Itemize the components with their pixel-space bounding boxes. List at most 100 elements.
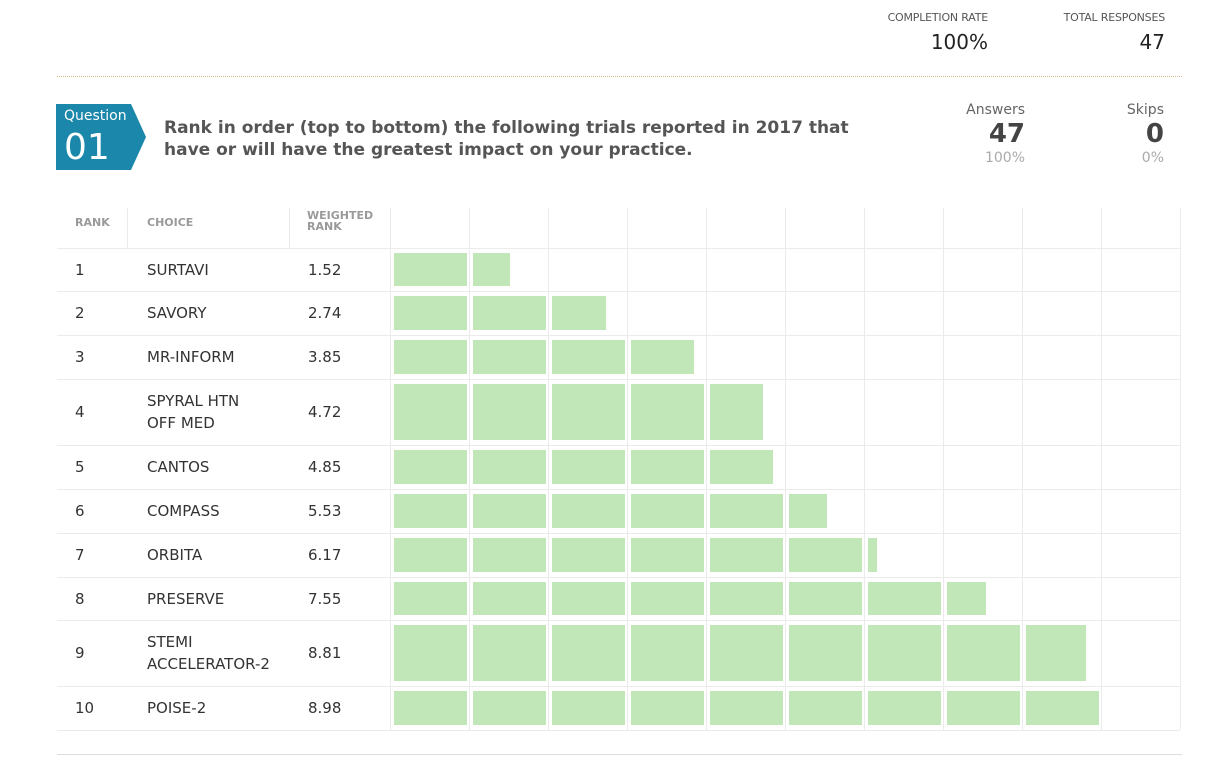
row-divider bbox=[57, 248, 1180, 249]
bar-segment bbox=[473, 253, 511, 286]
choice-cell: SAVORY bbox=[147, 291, 207, 335]
bar-segment bbox=[868, 691, 941, 725]
rank-cell: 9 bbox=[75, 644, 85, 662]
bar-segment bbox=[868, 625, 941, 681]
weighted-rank-cell: 7.55 bbox=[308, 589, 342, 608]
bar-segment bbox=[552, 691, 625, 725]
bar-segment bbox=[631, 340, 695, 374]
bar-segment bbox=[947, 625, 1020, 681]
choice-label: OFF MED bbox=[147, 414, 215, 432]
bar-segment bbox=[789, 691, 862, 725]
rank-cell: 2 bbox=[75, 304, 85, 322]
bar-segment bbox=[631, 691, 704, 725]
row-divider bbox=[57, 533, 1180, 534]
total-responses-value: 47 bbox=[1139, 30, 1165, 54]
choice-label: ORBITA bbox=[147, 546, 203, 564]
bar-segment bbox=[394, 253, 467, 286]
choice-cell: SPYRAL HTN OFF MED bbox=[147, 379, 239, 445]
bottom-divider bbox=[57, 754, 1182, 755]
row-divider bbox=[57, 335, 1180, 336]
bar-segment bbox=[473, 582, 546, 615]
question-badge-shape bbox=[56, 104, 146, 170]
weighted-rank-cell: 8.98 bbox=[308, 699, 342, 717]
bar-segment bbox=[552, 538, 625, 572]
rank-cell: 8 bbox=[75, 589, 85, 608]
bar-segment bbox=[947, 691, 1020, 725]
weighted-rank-cell: 4.85 bbox=[308, 458, 342, 476]
rank-cell: 10 bbox=[75, 699, 95, 717]
weighted-rank-cell: 3.85 bbox=[308, 348, 342, 366]
weighted-rank-cell: 6.17 bbox=[308, 546, 342, 564]
row-divider bbox=[57, 577, 1180, 578]
choice-cell: STEMI ACCELERATOR-2 bbox=[147, 620, 270, 686]
bar-segment bbox=[394, 691, 467, 725]
bar-segment bbox=[789, 494, 827, 528]
bar-segment bbox=[631, 625, 704, 681]
bar-segment bbox=[710, 450, 774, 484]
choice-label: PRESERVE bbox=[147, 589, 225, 608]
bar-segment bbox=[552, 296, 607, 330]
rank-cell: 1 bbox=[75, 260, 85, 279]
bar-segment bbox=[473, 494, 546, 528]
bar-segment bbox=[552, 625, 625, 681]
bar-segment bbox=[394, 582, 467, 615]
bar-segment bbox=[710, 691, 783, 725]
grid-line-vertical bbox=[943, 208, 944, 730]
grid-line-vertical bbox=[1180, 208, 1181, 730]
row-divider bbox=[57, 489, 1180, 490]
choice-label: SURTAVI bbox=[147, 260, 209, 279]
bar-segment bbox=[631, 582, 704, 615]
row-divider bbox=[57, 445, 1180, 446]
bar-segment bbox=[473, 450, 546, 484]
skips-percent: 0% bbox=[1141, 150, 1164, 166]
choice-label: CANTOS bbox=[147, 458, 210, 476]
bar-segment bbox=[631, 384, 704, 440]
completion-rate-label: COMPLETION RATE bbox=[887, 11, 989, 24]
bar-segment bbox=[473, 340, 546, 374]
question-text: Rank in order (top to bottom) the follow… bbox=[164, 118, 849, 160]
column-separator bbox=[127, 208, 128, 248]
row-divider bbox=[57, 379, 1180, 380]
bar-segment bbox=[473, 625, 546, 681]
ranking-table: RANK CHOICE WEIGHTED RANK 1 SURTAVI 1.52 2 SAVO… bbox=[57, 208, 1181, 731]
grid-line-vertical bbox=[706, 208, 707, 730]
answers-label: Answers bbox=[966, 102, 1025, 118]
header-choice: CHOICE bbox=[147, 216, 194, 229]
weighted-rank-cell: 8.81 bbox=[308, 644, 342, 662]
row-divider bbox=[57, 730, 1180, 731]
bar-segment bbox=[631, 538, 704, 572]
total-responses-label: TOTAL RESPONSES bbox=[1063, 11, 1166, 24]
weighted-rank-cell: 4.72 bbox=[308, 403, 342, 421]
bar-segment bbox=[631, 494, 704, 528]
answers-percent: 100% bbox=[984, 150, 1025, 166]
choice-label: COMPASS bbox=[147, 502, 220, 520]
bar-segment bbox=[789, 582, 862, 615]
total-responses-stat: TOTAL RESPONSES 47 bbox=[1040, 11, 1166, 54]
bar-segment bbox=[473, 296, 546, 330]
header-divider bbox=[57, 76, 1182, 77]
bar-segment bbox=[710, 625, 783, 681]
bar-segment bbox=[868, 538, 878, 572]
question-number: 01 bbox=[64, 127, 110, 168]
grid-line-vertical bbox=[390, 208, 391, 730]
weighted-rank-cell: 5.53 bbox=[308, 502, 342, 520]
question-label: Question bbox=[64, 108, 127, 124]
grid-line-vertical bbox=[864, 208, 865, 730]
bar-segment bbox=[473, 538, 546, 572]
bar-segment bbox=[394, 538, 467, 572]
bar-segment bbox=[1026, 691, 1099, 725]
bar-segment bbox=[789, 538, 862, 572]
bar-segment bbox=[394, 340, 467, 374]
bar-segment bbox=[710, 582, 783, 615]
bar-segment bbox=[710, 494, 783, 528]
bar-segment bbox=[710, 538, 783, 572]
grid-line-vertical bbox=[1022, 208, 1023, 730]
bar-segment bbox=[789, 625, 862, 681]
choice-cell: POISE-2 bbox=[147, 686, 206, 730]
choice-cell: PRESERVE bbox=[147, 577, 224, 620]
row-divider bbox=[57, 620, 1180, 621]
choice-label: MR-INFORM bbox=[147, 348, 235, 366]
bar-segment bbox=[1026, 625, 1086, 681]
question-badge: Question 01 bbox=[56, 104, 146, 170]
bar-segment bbox=[552, 494, 625, 528]
